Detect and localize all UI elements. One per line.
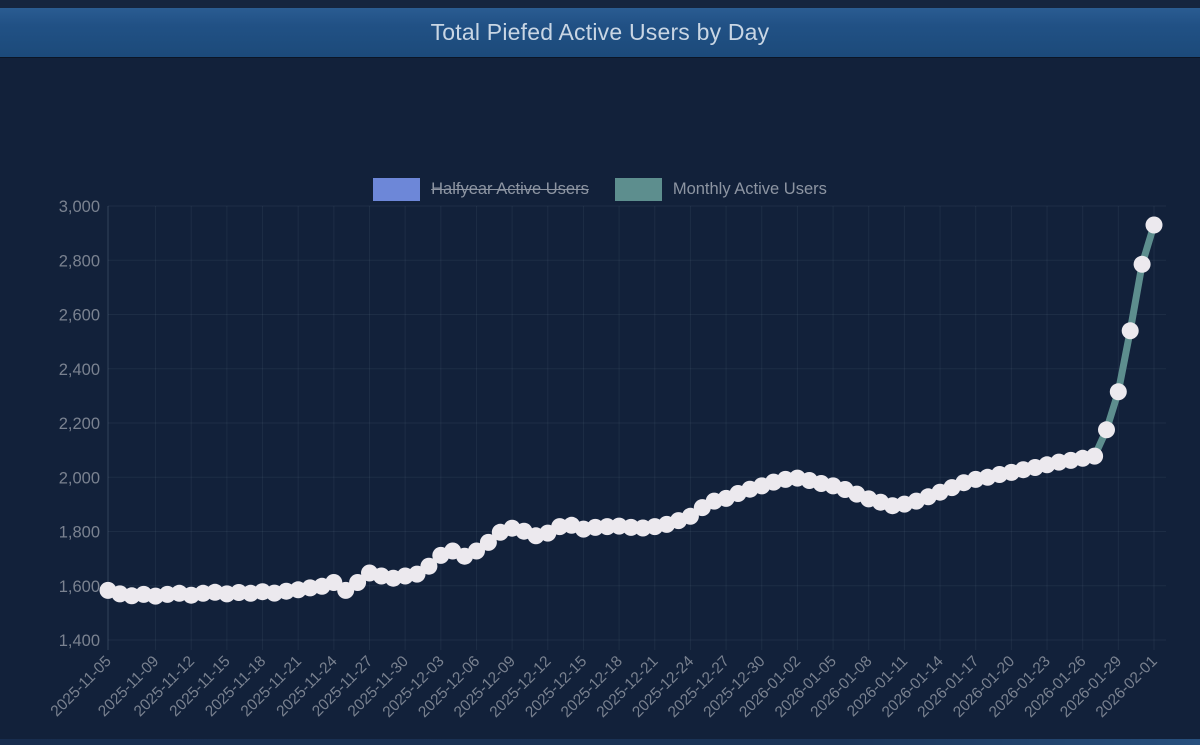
- data-point: [1133, 255, 1151, 273]
- legend-item-monthly-active-users[interactable]: Monthly Active Users: [614, 177, 827, 201]
- data-point: [468, 542, 485, 560]
- window-bottom-edge: [0, 739, 1200, 745]
- data-point: [420, 557, 438, 575]
- legend-swatch-halfyear-active-users: [373, 177, 421, 201]
- data-point: [598, 518, 616, 536]
- data-point: [1121, 322, 1139, 340]
- data-point: [1086, 447, 1104, 465]
- chart-legend: Halfyear Active Users Monthly Active User…: [0, 176, 1200, 202]
- legend-label-monthly-active-users: Monthly Active Users: [672, 179, 827, 198]
- data-point: [1109, 383, 1127, 401]
- legend-swatch-monthly-active-users: [614, 177, 662, 201]
- y-tick-label: 2,400: [59, 361, 100, 379]
- y-tick-label: 2,800: [59, 252, 100, 270]
- data-point: [1145, 216, 1163, 234]
- y-tick-label: 1,800: [59, 524, 100, 542]
- y-tick-label: 2,000: [59, 469, 100, 487]
- y-tick-label: 3,000: [59, 198, 100, 216]
- data-point: [349, 574, 367, 591]
- y-tick-label: 1,600: [59, 578, 100, 596]
- series-line-monthly-active-users: [104, 221, 1158, 600]
- page-title: Total Piefed Active Users by Day: [430, 19, 770, 45]
- y-tick-label: 2,600: [59, 307, 100, 325]
- data-point: [681, 507, 699, 525]
- title-bar: Total Piefed Active Users by Day: [0, 8, 1200, 57]
- legend-item-halfyear-active-users[interactable]: Halfyear Active Users: [373, 177, 589, 201]
- data-point: [1098, 421, 1115, 439]
- legend-label-halfyear-active-users: Halfyear Active Users: [431, 179, 589, 198]
- window-top-edge: [0, 0, 1200, 8]
- y-tick-label: 1,400: [59, 632, 100, 650]
- data-point: [479, 533, 497, 551]
- y-tick-label: 2,200: [59, 415, 100, 433]
